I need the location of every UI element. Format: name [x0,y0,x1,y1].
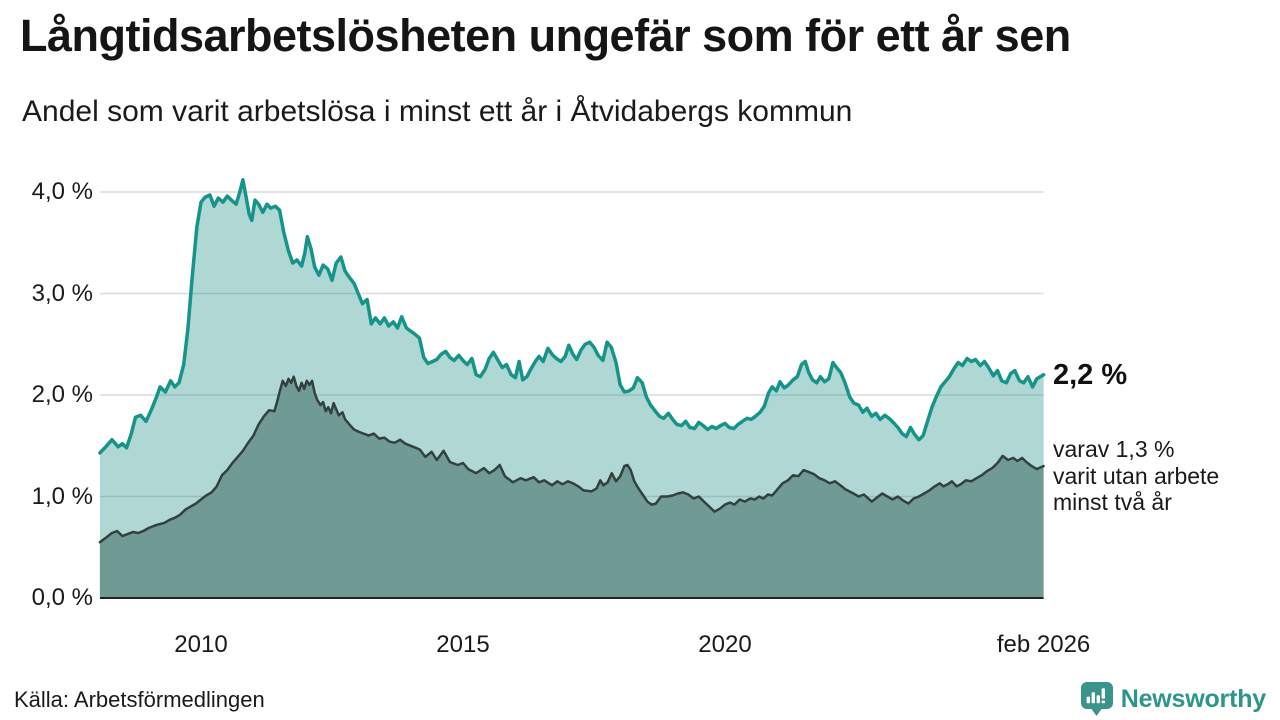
chart-subtitle: Andel som varit arbetslösa i minst ett å… [22,95,853,128]
y-tick-label: 1,0 % [31,482,93,510]
y-tick-label: 0,0 % [31,584,93,611]
x-tick-label: feb 2026 [996,631,1091,658]
series-line-unemployed-1yr [98,178,1046,455]
y-tick-label: 4,0 % [31,178,93,205]
newsworthy-icon [1080,681,1114,717]
annotation-latest-value: 2,2 % [1053,359,1128,391]
page-title: Långtidsarbetslösheten ungefär som för e… [20,10,1071,61]
newsworthy-logo[interactable]: Newsworthy [1080,681,1266,717]
area-fill-unemployed-2yr [99,376,1044,598]
newsworthy-wordmark: Newsworthy [1120,685,1266,713]
x-tick-label: 2020 [698,631,752,658]
y-tick-label: 2,0 % [31,381,93,408]
x-tick-label: 2010 [174,631,228,658]
x-tick-label: 2015 [436,631,490,658]
source-caption: Källa: Arbetsförmedlingen [14,687,265,712]
annotation-two-year-note: varav 1,3 % varit utan arbete minst två … [1053,436,1220,515]
y-tick-label: 3,0 % [31,279,93,307]
series-line-unemployed-2yr [98,375,1045,544]
